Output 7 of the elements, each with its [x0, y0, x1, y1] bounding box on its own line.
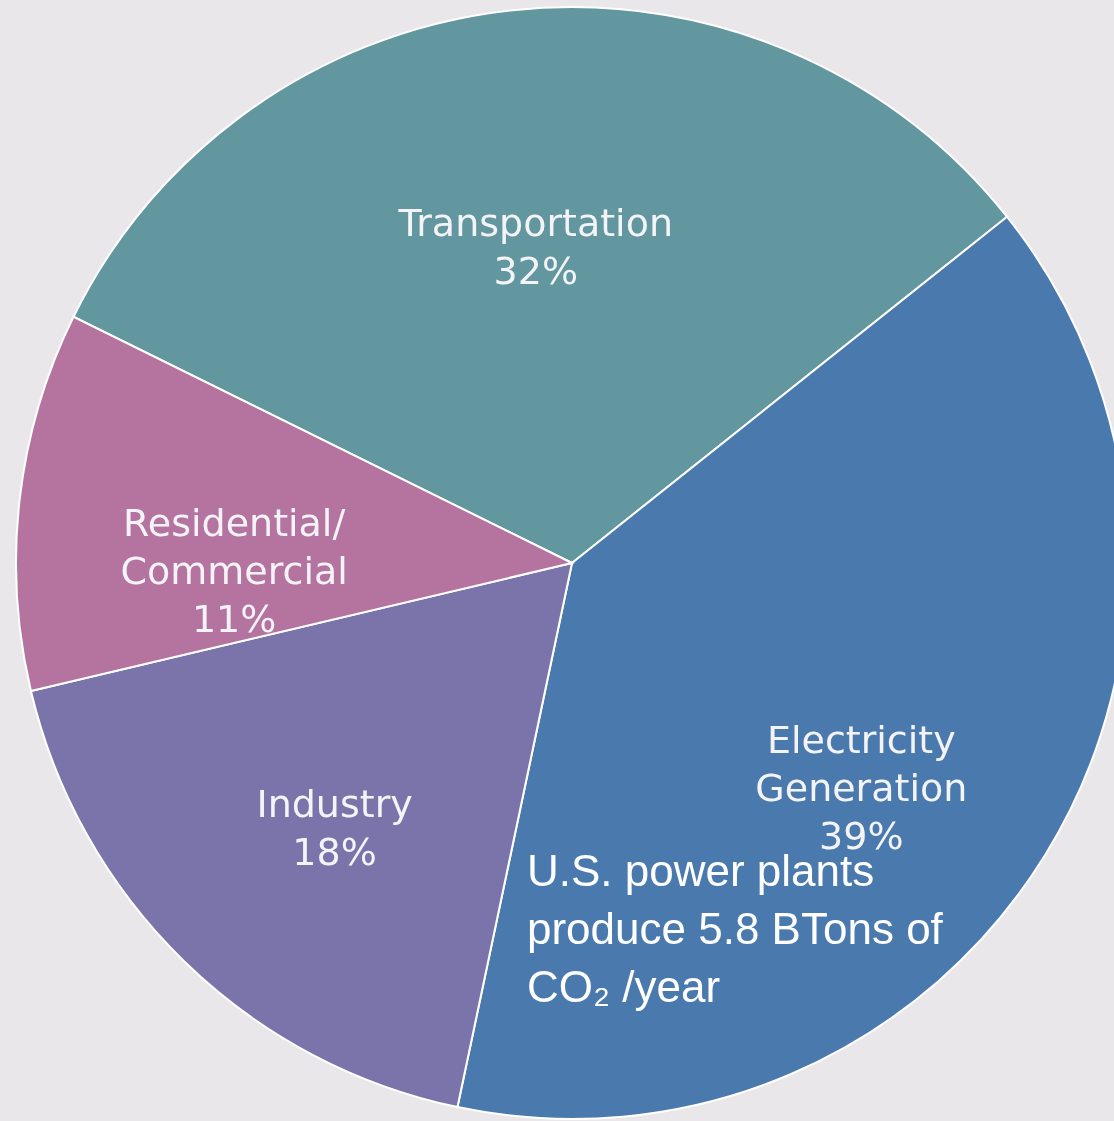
slice-label: Residential/Commercial [120, 500, 348, 593]
data-label: 32% [493, 248, 579, 293]
data-label: 11% [191, 596, 277, 641]
slice-label: Electricity Generation [755, 717, 968, 810]
slice-label: Transportation [397, 200, 673, 245]
slice-label: Industry [256, 782, 413, 827]
data-label: 18% [292, 830, 377, 875]
